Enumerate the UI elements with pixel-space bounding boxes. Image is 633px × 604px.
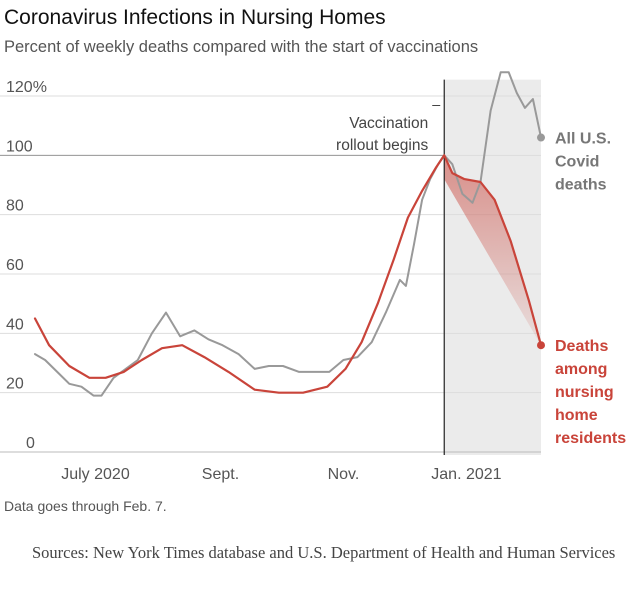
series-endpoint-nursing (537, 341, 545, 350)
line-chart: 120% 100 80 60 40 20 0 July 2020 Sept. Nov. Jan. 2… (0, 71, 626, 483)
vaccination-label-line2: rollout begins (336, 137, 428, 154)
series-label-nursing-2: nursing (555, 384, 614, 401)
data-note: Data goes through Feb. 7. (4, 498, 167, 514)
x-tick-label-2020-09-01: Sept. (202, 466, 239, 483)
series-label-all-1: Covid (555, 154, 599, 171)
series-label-nursing-3: home (555, 407, 598, 424)
series-label-all-2: deaths (555, 177, 607, 194)
chart-subtitle: Percent of weekly deaths compared with t… (4, 38, 479, 56)
series-endpoint-all (537, 133, 545, 142)
series-label-nursing-0: Deaths (555, 338, 608, 355)
y-tick-label-80: 80 (6, 198, 24, 215)
y-tick-label-40: 40 (6, 316, 24, 333)
y-tick-label-100: 100 (6, 138, 33, 155)
y-tick-label-120: 120% (6, 79, 47, 96)
y-tick-label-0: 0 (26, 435, 35, 452)
x-tick-label-2020-11-01: Nov. (328, 466, 360, 483)
sources-text: Sources: New York Times database and U.S… (32, 543, 616, 562)
series-label-nursing-1: among (555, 361, 607, 378)
y-tick-label-60: 60 (6, 257, 24, 274)
post-vaccination-shade (444, 79, 541, 455)
gap-fill (444, 155, 541, 346)
vaccination-label-line1: Vaccination (349, 115, 428, 132)
x-tick-label-2021-01-01: Jan. 2021 (431, 466, 501, 483)
chart-title: Coronavirus Infections in Nursing Homes (4, 6, 386, 29)
series-label-nursing-4: residents (555, 430, 626, 447)
series-label-all-0: All U.S. (555, 131, 611, 148)
series-line-nursing (33, 154, 543, 394)
y-tick-label-20: 20 (6, 376, 24, 393)
x-tick-label-2020-07-01: July 2020 (61, 466, 130, 483)
